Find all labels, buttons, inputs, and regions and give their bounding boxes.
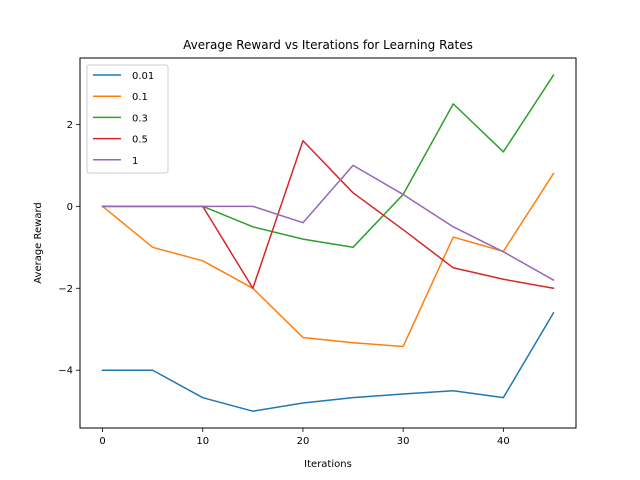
series-line-1: [101, 172, 555, 348]
y-axis: −4 −2 0 2: [58, 120, 80, 377]
legend-label: 0.5: [132, 135, 148, 146]
x-axis-label: Iterations: [304, 459, 352, 470]
x-tick-label: 40: [497, 436, 510, 447]
legend-label: 0.01: [132, 71, 154, 82]
legend-box: [86, 64, 169, 174]
y-tick-label: 2: [67, 120, 73, 131]
series-line-0: [101, 311, 555, 412]
plot-frame: [79, 57, 577, 429]
x-tick-label: 0: [99, 436, 105, 447]
series-line-4: [101, 164, 555, 282]
x-tick-label: 10: [196, 436, 209, 447]
legend-label: 0.1: [132, 92, 148, 103]
chart-title: Average Reward vs Iterations for Learnin…: [183, 38, 473, 52]
x-tick-label: 30: [397, 436, 410, 447]
x-axis: 0 10 20 30 40: [99, 428, 510, 447]
legend-label: 1: [132, 156, 138, 167]
legend: 0.01 0.1 0.3 0.5 1: [86, 64, 169, 174]
y-axis-label: Average Reward: [33, 202, 44, 283]
legend-label: 0.3: [132, 113, 148, 124]
y-tick-label: −4: [58, 366, 73, 377]
x-tick-label: 20: [297, 436, 310, 447]
series-layer: [101, 74, 555, 412]
y-tick-label: 0: [67, 202, 73, 213]
y-tick-label: −2: [58, 284, 73, 295]
